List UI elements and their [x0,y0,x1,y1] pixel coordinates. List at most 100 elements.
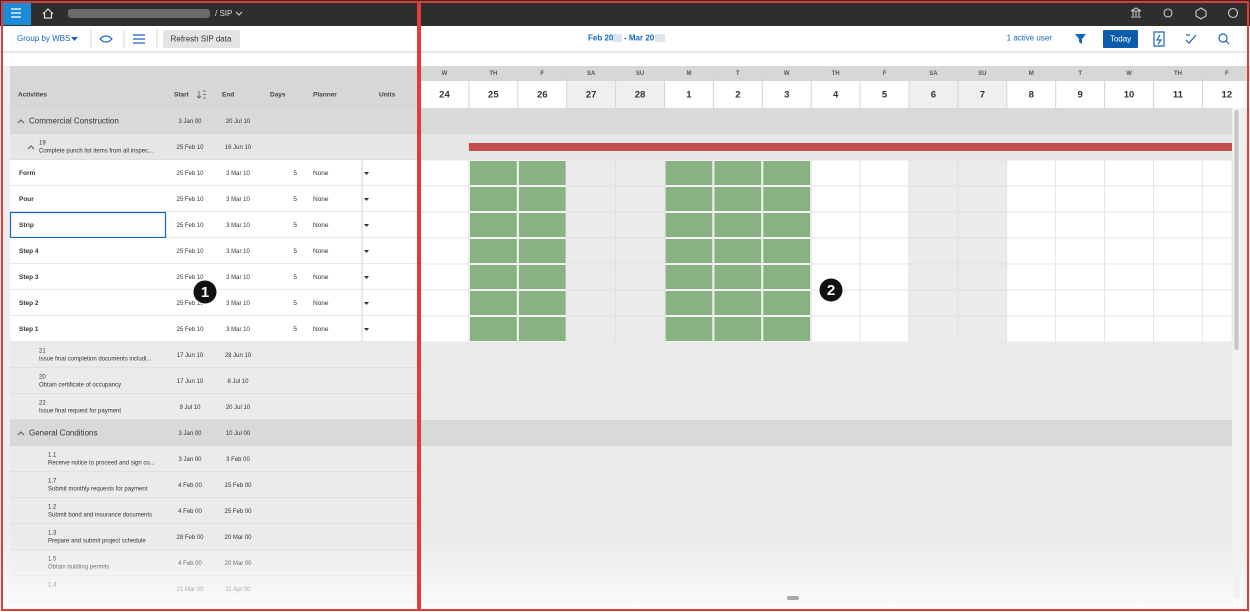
toolbar-icons [99,34,145,44]
task-block[interactable] [518,161,566,185]
planner-caret[interactable] [364,172,369,175]
check-icon[interactable] [1185,34,1197,44]
collapse-chevron[interactable] [17,431,25,436]
refresh-label[interactable]: Refresh SIP data [171,35,232,44]
planner[interactable]: None [313,222,329,229]
settings-icon[interactable] [1163,8,1173,18]
task-block[interactable] [469,187,517,211]
task-block[interactable] [665,317,713,341]
separators [90,30,158,48]
day-date: 5 [882,90,888,101]
weekday: TH [489,71,497,77]
task-block[interactable] [469,291,517,315]
group-by[interactable]: Group by WBS [17,34,70,43]
task-block[interactable] [714,291,762,315]
date-from: Feb 20 [588,34,614,43]
task-block[interactable] [518,187,566,211]
filter-icon[interactable] [1075,34,1086,44]
task-block[interactable] [714,187,762,211]
task-block[interactable] [469,161,517,185]
planner-caret[interactable] [364,198,369,201]
sort-icon[interactable] [196,90,206,99]
column-header: Planner [313,92,337,99]
task-block[interactable] [665,265,713,289]
collapse-chevron[interactable] [17,119,25,124]
collapse-chevron[interactable] [27,145,35,150]
breadcrumb[interactable]: / SIP [215,9,232,18]
task-block[interactable] [763,213,811,237]
day-cell [810,237,861,265]
today-label[interactable]: Today [1110,35,1131,44]
task-block[interactable] [665,291,713,315]
task-block[interactable] [518,239,566,263]
planner[interactable]: None [313,326,329,333]
planner-caret[interactable] [364,276,369,279]
task-block[interactable] [665,213,713,237]
scroll-thumb[interactable] [1234,110,1239,350]
day-cell [419,289,470,317]
home-icon[interactable] [42,8,54,19]
task-block[interactable] [518,291,566,315]
weekday-cell [664,66,714,81]
day-date: 12 [1222,90,1233,101]
group-by-caret[interactable] [71,37,78,41]
planner[interactable]: None [313,248,329,255]
task-block[interactable] [518,213,566,237]
date-cell [420,81,469,108]
active-users[interactable]: 1 active user [1007,34,1053,43]
timeline-group-row [420,420,1232,446]
task-block[interactable] [763,187,811,211]
export-icon[interactable] [1153,31,1165,47]
day-cell [1104,185,1154,213]
task-block[interactable] [469,213,517,237]
org-icon[interactable] [1130,7,1142,18]
activity-id: 19 [39,141,46,147]
refresh-button[interactable] [163,30,240,48]
task-block[interactable] [518,265,566,289]
apps-icon[interactable] [1195,7,1207,20]
task-block[interactable] [665,187,713,211]
callout-badge [818,277,844,303]
weekday: W [1126,71,1132,77]
summary-bar[interactable] [468,143,1232,151]
day-cell [1104,289,1154,317]
day-date: 11 [1173,90,1184,101]
task-block[interactable] [665,239,713,263]
task-block[interactable] [763,291,811,315]
planner-caret[interactable] [364,302,369,305]
breadcrumb-chevron[interactable] [235,11,243,16]
task-block[interactable] [714,239,762,263]
task-block[interactable] [518,317,566,341]
user-icon[interactable] [1227,7,1239,19]
today-button[interactable] [1103,30,1138,48]
planner-caret[interactable] [364,250,369,253]
day-cell [615,237,665,265]
planner-caret[interactable] [364,328,369,331]
end-date: 3 Mar 10 [226,275,250,281]
sliders-icon[interactable] [133,34,145,44]
planner[interactable]: None [313,196,329,203]
task-block[interactable] [714,213,762,237]
task-block[interactable] [714,161,762,185]
task-block[interactable] [763,265,811,289]
task-block[interactable] [714,317,762,341]
start-date: 4 Feb 00 [178,483,202,489]
column-header: Units [379,92,396,99]
day-date: 2 [735,90,740,101]
eye-icon[interactable] [99,35,113,43]
planner[interactable]: None [313,300,329,307]
task-block[interactable] [714,265,762,289]
task-block[interactable] [469,265,517,289]
task-block[interactable] [763,161,811,185]
planner-caret[interactable] [364,224,369,227]
planner[interactable]: None [313,170,329,177]
search-icon[interactable] [1218,33,1228,43]
task-block[interactable] [763,317,811,341]
task-block[interactable] [763,239,811,263]
menu-icon [11,8,21,18]
task-block[interactable] [469,317,517,341]
task-block[interactable] [665,161,713,185]
planner[interactable]: None [313,274,329,281]
h-scroll-thumb[interactable] [787,596,799,600]
task-block[interactable] [469,239,517,263]
